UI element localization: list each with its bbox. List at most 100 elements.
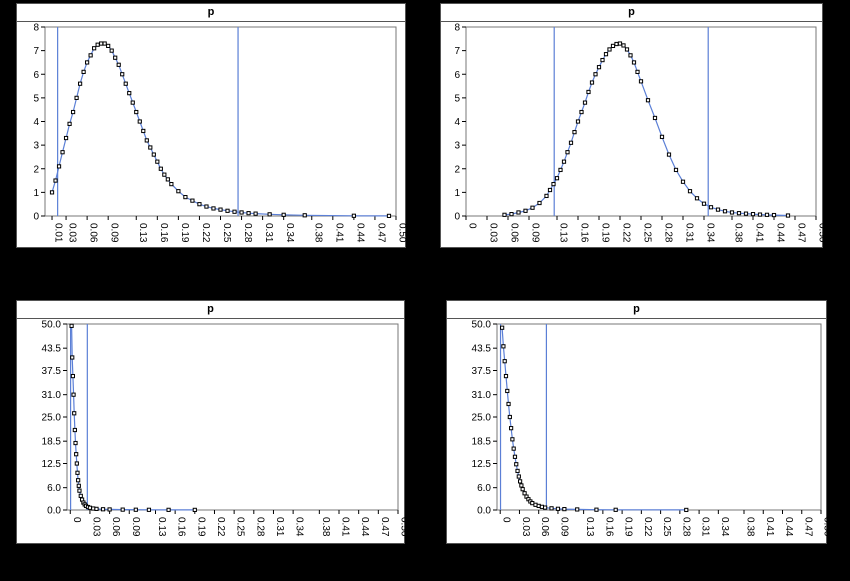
data-point [502, 359, 507, 364]
y-tick-label: 25.0 [472, 413, 492, 424]
y-tick-label: 7 [33, 46, 39, 57]
y-tick-label: 1 [33, 188, 39, 199]
x-tick-label: 0.47 [796, 223, 807, 243]
x-tick-label: 0.31 [684, 223, 695, 243]
x-tick-label: 0.38 [733, 223, 744, 243]
data-point [507, 414, 512, 420]
x-tick-label: 0.44 [775, 223, 786, 243]
chart-panel-top-left: p 0 1 2 3 4 5 6 7 8 0.01 0.03 0.06 0.09 0.13 0.16 0.19 0… [16, 3, 407, 248]
y-tick-label: 31.0 [472, 390, 492, 401]
data-point [600, 57, 605, 63]
x-tick-label: 0.44 [354, 223, 365, 243]
data-point [49, 190, 55, 195]
data-point [56, 164, 62, 169]
data-point [617, 41, 623, 46]
data-point [351, 213, 356, 218]
data-point [166, 507, 171, 512]
data-point [500, 325, 505, 330]
y-tick-label: 43.5 [472, 344, 492, 355]
x-tick-label: 0.44 [359, 517, 370, 537]
data-point [74, 461, 79, 466]
data-point [673, 167, 679, 173]
y-tick-label: 2 [454, 164, 460, 175]
x-tick-label: 0 [71, 517, 82, 523]
data-point [130, 100, 135, 105]
panel-title: p [441, 4, 822, 22]
data-point [509, 426, 514, 431]
data-point [554, 176, 560, 181]
data-point [133, 507, 138, 512]
data-point [562, 507, 567, 512]
data-point [116, 62, 121, 67]
x-tick-label: 0.06 [110, 517, 121, 537]
data-point [253, 211, 258, 216]
data-point [505, 388, 510, 394]
x-tick-label: 0.16 [603, 517, 614, 537]
plot-frame [44, 26, 397, 217]
data-point [192, 507, 197, 512]
y-tick-label: 12.5 [472, 459, 492, 470]
data-point [141, 128, 146, 134]
x-tick-label: 0.28 [242, 223, 253, 243]
data-point [123, 81, 128, 86]
data-point [645, 98, 651, 103]
x-tick-label: 0.28 [254, 517, 265, 537]
data-point [106, 43, 111, 48]
data-point [582, 100, 588, 105]
y-tick-label: 8 [454, 23, 460, 34]
data-point [120, 507, 125, 512]
y-tick-label: 6.0 [47, 483, 61, 494]
data-point [547, 187, 553, 193]
data-point [551, 182, 556, 187]
data-point [614, 41, 619, 47]
data-point [575, 507, 580, 512]
x-tick-label: 0.22 [642, 517, 653, 537]
data-point [127, 91, 132, 96]
density-chart: 0.0 6.0 12.5 18.5 25.0 31.0 37.5 43.5 50.0 0 0.03 0… [472, 320, 828, 537]
data-point [517, 479, 523, 484]
x-tick-label: 0.31 [700, 517, 711, 537]
data-point [561, 159, 567, 164]
data-point [501, 344, 506, 349]
x-tick-label: 0.38 [312, 223, 323, 243]
y-tick-label: 25.0 [42, 413, 62, 424]
x-tick-label: 0.34 [294, 517, 305, 537]
data-point [70, 355, 75, 360]
data-point [109, 48, 114, 53]
data-point [568, 140, 574, 145]
data-point [549, 506, 554, 511]
data-point [176, 189, 181, 194]
data-point [512, 454, 518, 459]
chart-panel-bottom-left: p 0.0 6.0 12.5 18.5 25.0 31.0 37.5 43.5 50.0 0 0.0… [16, 300, 406, 544]
density-chart: 0 1 2 3 4 5 6 7 8 0.01 0.03 0.06 0.09 0.13 0.16 0.19 0.2… [33, 23, 407, 243]
x-tick-label: 0.13 [558, 223, 569, 243]
x-tick-label: 0.16 [158, 223, 169, 243]
data-point [530, 205, 535, 210]
data-point [165, 177, 170, 182]
data-point [239, 210, 244, 215]
data-point [543, 505, 548, 510]
data-point [537, 200, 542, 206]
data-point [715, 207, 721, 212]
x-tick-label: 0.01 [53, 223, 64, 243]
density-curve [501, 327, 687, 511]
y-tick-label: 4 [33, 117, 39, 128]
data-point [607, 47, 612, 52]
data-point [652, 115, 658, 121]
data-point [113, 55, 118, 60]
data-point [63, 135, 69, 141]
data-point [750, 212, 756, 217]
x-tick-label: 0.03 [488, 223, 499, 243]
data-point [757, 212, 763, 217]
density-curve [504, 42, 789, 217]
y-tick-label: 37.5 [472, 366, 492, 377]
y-tick-label: 0 [454, 212, 460, 223]
density-curve [51, 42, 390, 217]
data-point [764, 212, 770, 217]
data-point [87, 505, 93, 510]
x-tick-label: 0.41 [754, 223, 765, 243]
x-tick-label: 0.41 [764, 517, 775, 537]
x-tick-label: 0.47 [375, 223, 386, 243]
y-tick-label: 6.0 [477, 483, 491, 494]
data-point [736, 211, 742, 216]
